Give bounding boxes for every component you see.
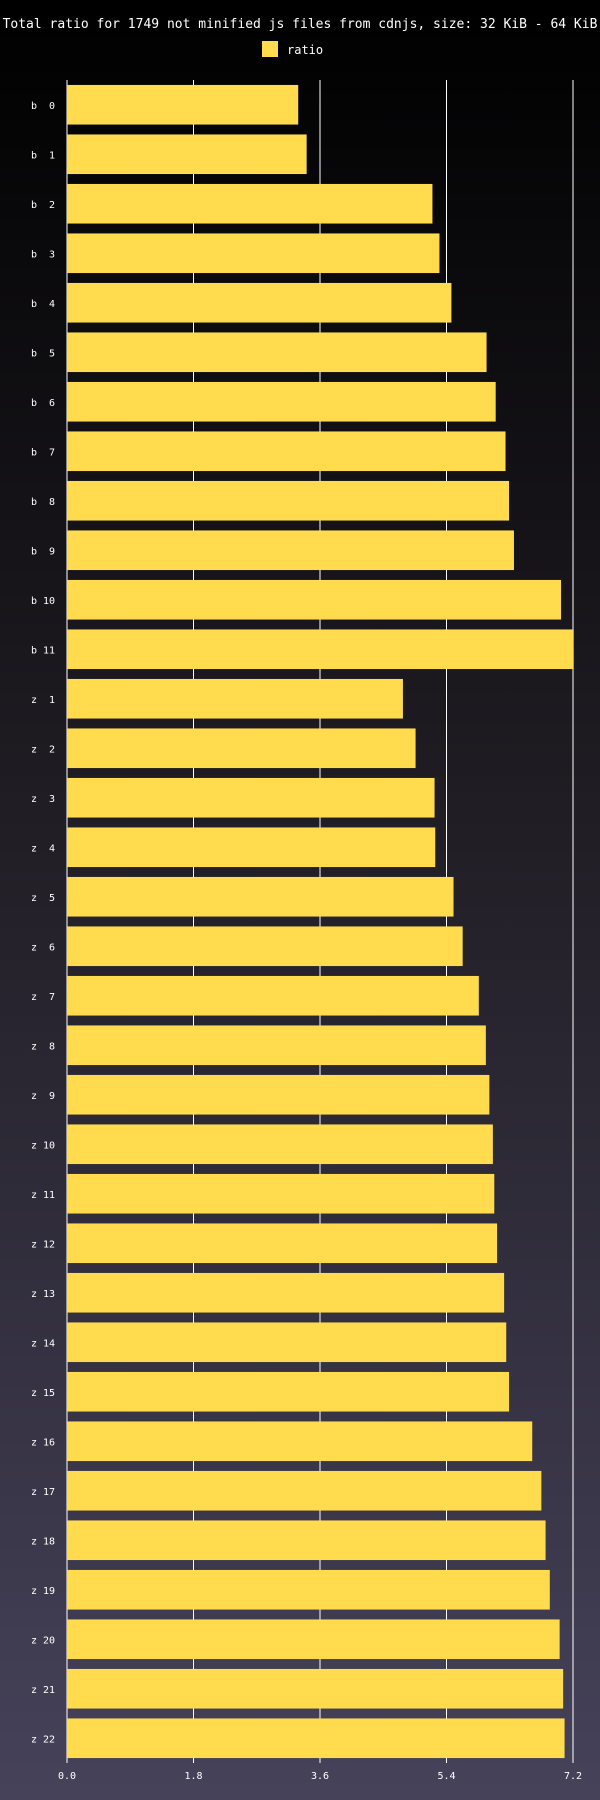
category-label: z 8	[31, 1041, 55, 1052]
bar	[67, 1470, 542, 1511]
category-label: b 11	[31, 645, 55, 656]
category-label: z 22	[31, 1734, 55, 1745]
x-tick-label: 3.6	[311, 1771, 329, 1782]
category-label: b 10	[31, 596, 55, 607]
category-label: z 15	[31, 1388, 55, 1399]
category-label: z 5	[31, 893, 55, 904]
bar	[67, 233, 440, 274]
category-label: z 14	[31, 1338, 55, 1349]
bar	[67, 926, 463, 967]
bar	[67, 1124, 493, 1165]
bar	[67, 282, 452, 323]
bar	[67, 827, 436, 868]
category-label: b 3	[31, 249, 55, 260]
category-label: z 3	[31, 794, 55, 805]
bar	[67, 1025, 486, 1066]
legend: ratio	[262, 41, 323, 57]
category-label: z 21	[31, 1685, 55, 1696]
bar	[67, 1074, 490, 1115]
bar	[67, 629, 574, 670]
category-label: z 6	[31, 942, 55, 953]
category-label: b 4	[31, 299, 55, 310]
bars	[67, 84, 574, 1759]
bar	[67, 579, 562, 620]
category-label: b 1	[31, 150, 55, 161]
bar	[67, 530, 514, 571]
category-label: z 7	[31, 992, 55, 1003]
legend-swatch-ratio	[262, 41, 278, 57]
category-label: z 4	[31, 843, 55, 854]
bar	[67, 1569, 550, 1610]
x-tick-label: 1.8	[184, 1771, 202, 1782]
category-label: z 20	[31, 1635, 55, 1646]
x-tick-label: 0.0	[58, 1771, 76, 1782]
bar	[67, 480, 510, 521]
x-tick-label: 7.2	[564, 1771, 582, 1782]
bar	[67, 728, 416, 769]
category-label: b 7	[31, 447, 55, 458]
category-label: b 8	[31, 497, 55, 508]
category-label: z 12	[31, 1239, 55, 1250]
category-labels: b 0 b 1 b 2 b 3 b 4 b 5 b 6 b 7 b 8 b 9 b 10 b 11 z …	[31, 101, 55, 1746]
bar	[67, 1520, 546, 1561]
category-label: z 11	[31, 1190, 55, 1201]
bar	[67, 1668, 564, 1709]
bar	[67, 1272, 505, 1313]
x-tick-label: 5.4	[437, 1771, 455, 1782]
bar	[67, 431, 506, 472]
chart-title: Total ratio for 1749 not minified js fil…	[3, 17, 598, 32]
bar	[67, 876, 454, 917]
category-label: z 17	[31, 1487, 55, 1498]
category-label: b 9	[31, 546, 55, 557]
x-axis-ticks: 0.0 1.8 3.6 5.4 7.2	[58, 1771, 582, 1782]
category-label: z 9	[31, 1091, 55, 1102]
bar	[67, 332, 487, 373]
bar	[67, 1173, 495, 1214]
bar	[67, 1371, 510, 1412]
category-label: z 10	[31, 1140, 55, 1151]
category-label: b 6	[31, 398, 55, 409]
bar	[67, 1718, 565, 1759]
bar	[67, 975, 479, 1016]
bar	[67, 1322, 507, 1363]
bar	[67, 1223, 498, 1264]
category-label: z 13	[31, 1289, 55, 1300]
category-label: b 2	[31, 200, 55, 211]
category-label: z 1	[31, 695, 55, 706]
bar	[67, 777, 435, 818]
bar	[67, 183, 433, 224]
bar	[67, 1619, 560, 1660]
category-label: z 19	[31, 1586, 55, 1597]
bar	[67, 678, 403, 719]
category-label: z 16	[31, 1437, 55, 1448]
legend-label-ratio: ratio	[287, 43, 323, 57]
category-label: z 2	[31, 744, 55, 755]
bar	[67, 1421, 533, 1462]
bar	[67, 381, 496, 422]
category-label: b 0	[31, 101, 55, 112]
bar	[67, 134, 307, 175]
category-label: z 18	[31, 1536, 55, 1547]
bar	[67, 84, 299, 125]
category-label: b 5	[31, 348, 55, 359]
